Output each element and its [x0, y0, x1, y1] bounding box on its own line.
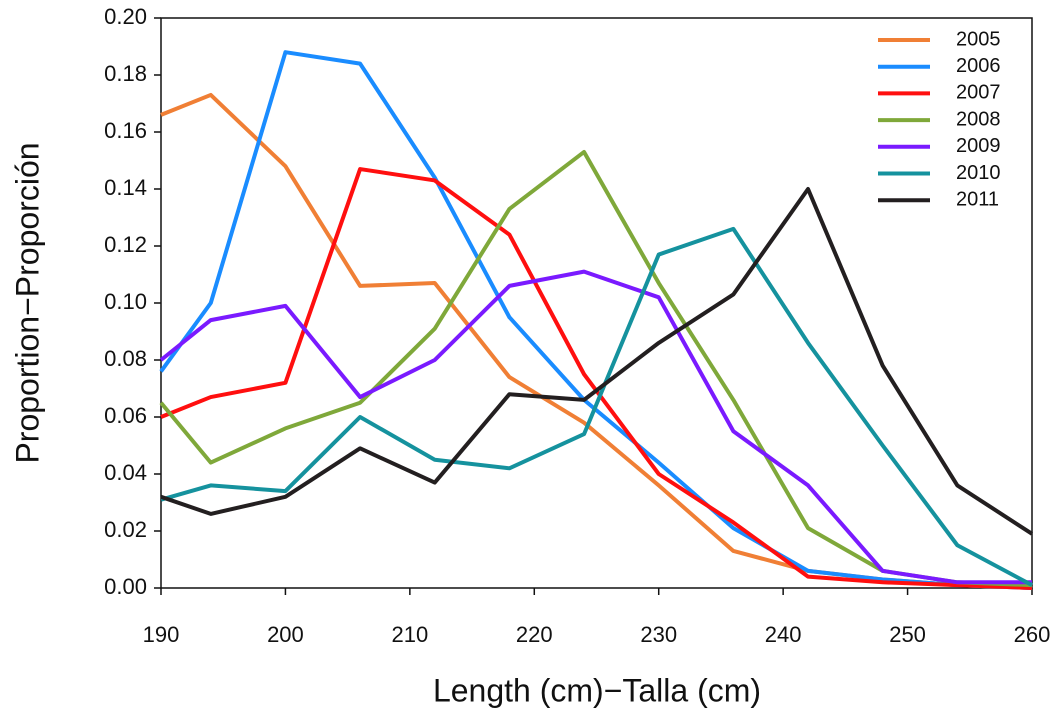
- series-line: [160, 92, 1033, 590]
- series-line: [160, 187, 1034, 536]
- x-tick-label: 190: [143, 622, 180, 647]
- y-tick-label: 0.00: [104, 574, 147, 599]
- legend-label: 2010: [956, 162, 1001, 184]
- x-tick-label: 230: [640, 622, 677, 647]
- y-tick-label: 0.08: [104, 346, 147, 371]
- y-axis-label: Proportion−Proporción: [9, 142, 45, 463]
- x-tick-label: 240: [765, 622, 802, 647]
- y-tick-label: 0.14: [104, 175, 147, 200]
- legend-label: 2006: [956, 55, 1001, 77]
- y-tick-label: 0.18: [104, 61, 147, 86]
- y-tick-label: 0.10: [104, 289, 147, 314]
- legend-label: 2011: [956, 188, 999, 210]
- x-tick-label: 210: [391, 622, 428, 647]
- series-line: [159, 50, 1033, 590]
- x-tick-label: 260: [1014, 622, 1051, 647]
- y-tick-label: 0.12: [104, 232, 147, 257]
- legend-label: 2005: [956, 28, 1001, 50]
- legend-label: 2008: [956, 108, 1001, 130]
- x-tick-label: 250: [889, 622, 926, 647]
- x-tick-label: 220: [516, 622, 553, 647]
- y-tick-label: 0.04: [104, 460, 147, 485]
- legend-label: 2009: [956, 135, 1001, 157]
- series-line: [160, 226, 1033, 587]
- legend-label: 2007: [956, 82, 1001, 104]
- y-tick-label: 0.06: [104, 403, 147, 428]
- series-line: [160, 167, 1033, 590]
- y-tick-label: 0.16: [104, 118, 147, 143]
- series-line: [159, 269, 1032, 585]
- x-axis-label: Length (cm)−Talla (cm): [433, 672, 761, 708]
- x-tick-label: 200: [267, 622, 304, 647]
- plot-frame: [160, 17, 1033, 589]
- y-tick-label: 0.02: [104, 517, 147, 542]
- y-tick-label: 0.20: [104, 4, 147, 29]
